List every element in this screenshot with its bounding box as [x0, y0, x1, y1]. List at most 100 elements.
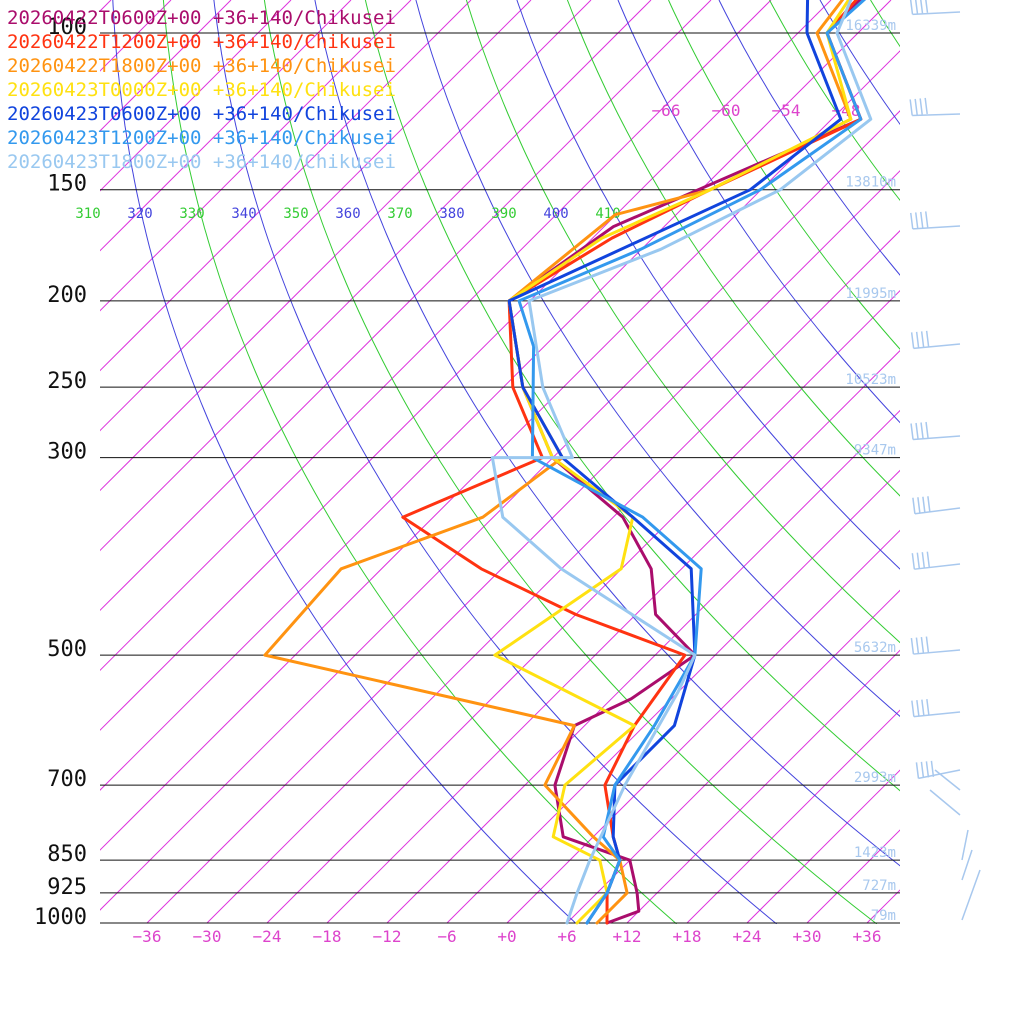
pressure-tick-label: 250 — [47, 369, 87, 394]
wind-barb — [909, 211, 961, 230]
isotherm-line — [987, 0, 1024, 923]
dry-adiabat-line — [263, 0, 878, 924]
height-label: 9347m — [854, 443, 896, 459]
theta-label: 390 — [491, 206, 516, 222]
theta-label: 350 — [283, 206, 308, 222]
theta-label: 370 — [387, 206, 412, 222]
height-label: 5632m — [854, 640, 896, 656]
dry-adiabat-line — [516, 0, 900, 570]
temperature-tick-label: −18 — [313, 927, 342, 946]
height-label: 79m — [871, 908, 896, 924]
isotherm-line — [100, 0, 892, 791]
dry-adiabat-line — [162, 0, 677, 924]
upper-isotherm-label: −54 — [772, 101, 801, 120]
legend-label-5: 20260423T0600Z+00 +36+140/Chikusei — [7, 103, 396, 125]
theta-label: 310 — [75, 206, 100, 222]
wind-barb — [934, 769, 961, 791]
pressure-tick-label: 300 — [47, 440, 87, 465]
background-grid — [100, 0, 1024, 924]
theta-label: 340 — [231, 206, 256, 222]
legend: 20260422T0600Z+00 +36+140/Chikusei202604… — [7, 7, 396, 173]
dry-adiabat-line — [213, 0, 778, 924]
dry-adiabat-line — [465, 0, 900, 644]
height-label: 10523m — [845, 372, 896, 388]
wind-barb — [961, 829, 969, 861]
isotherm-line — [100, 0, 532, 432]
theta-label: 410 — [595, 206, 620, 222]
wind-barb — [910, 421, 961, 441]
height-label: 13810m — [845, 175, 896, 191]
dry-adiabat-line — [769, 0, 900, 202]
series-line-1 — [507, 0, 863, 925]
series-group — [263, 0, 873, 925]
dry-adiabat-line — [921, 0, 1024, 924]
temperature-tick-label: +12 — [613, 927, 642, 946]
wind-barb — [909, 0, 961, 16]
legend-label-7: 20260423T1800Z+00 +36+140/Chikusei — [7, 151, 396, 173]
isotherm-line — [386, 409, 900, 924]
legend-label-1: 20260422T0600Z+00 +36+140/Chikusei — [7, 7, 396, 29]
legend-label-4: 20260423T0000Z+00 +36+140/Chikusei — [7, 79, 396, 101]
theta-label: 330 — [179, 206, 204, 222]
legend-label-6: 20260423T1200Z+00 +36+140/Chikusei — [7, 127, 396, 149]
isotherm-line — [806, 829, 900, 924]
wind-barb — [911, 551, 961, 570]
wind-barb — [911, 699, 961, 718]
isotherm-line — [100, 0, 472, 372]
temperature-tick-label: +36 — [853, 927, 882, 946]
legend-label-2: 20260422T1200Z+00 +36+140/Chikusei — [7, 31, 396, 53]
pressure-tick-label: 700 — [47, 767, 87, 792]
isotherm-line — [927, 0, 1024, 923]
temperature-tick-label: +0 — [497, 927, 516, 946]
isotherm-line — [100, 110, 900, 911]
temperature-tick-label: −24 — [253, 927, 282, 946]
dry-adiabat-line — [668, 0, 900, 350]
dry-adiabat-line — [617, 0, 900, 424]
pressure-tick-label: 500 — [47, 637, 87, 662]
isotherm-line — [100, 0, 652, 552]
temperature-tick-label: +6 — [557, 927, 576, 946]
height-label: 1423m — [854, 845, 896, 861]
wind-barb — [915, 760, 961, 780]
pressure-tick-label: 100 — [47, 15, 87, 40]
wind-barbs — [909, 0, 981, 921]
temperature-tick-label: +24 — [733, 927, 762, 946]
upper-isotherm-label: −60 — [712, 101, 741, 120]
isotherm-line — [266, 289, 900, 924]
isotherm-line — [686, 709, 900, 924]
temperature-tick-label: −30 — [193, 927, 222, 946]
wind-barb — [929, 789, 961, 816]
dry-adiabat-line — [566, 0, 900, 497]
isotherm-line — [626, 649, 900, 924]
temperature-tick-label: +30 — [793, 927, 822, 946]
isotherm-line — [566, 589, 900, 924]
isotherm-line — [100, 0, 712, 612]
isotherm-line — [146, 170, 900, 924]
height-label: 2993m — [854, 770, 896, 786]
wind-barb — [912, 496, 961, 515]
dry-adiabat-line — [415, 0, 900, 717]
isotherm-line — [100, 0, 592, 492]
height-label: 11995m — [845, 286, 896, 302]
dry-adiabat-line — [112, 0, 577, 924]
wind-barb — [961, 869, 981, 921]
wind-barb — [910, 330, 961, 350]
legend-label-3: 20260422T1800Z+00 +36+140/Chikusei — [7, 55, 396, 77]
height-label: 16339m — [845, 18, 896, 34]
temperature-tick-label: −6 — [437, 927, 456, 946]
isotherm-line — [326, 349, 900, 924]
isotherm-line — [446, 469, 900, 924]
series-line-7 — [490, 0, 873, 925]
upper-isotherm-label: −66 — [652, 101, 681, 120]
theta-label: 400 — [543, 206, 568, 222]
isotherm-line — [506, 529, 900, 924]
theta-label: 320 — [127, 206, 152, 222]
isotherm-line — [100, 0, 772, 671]
isotherm-line — [206, 230, 900, 924]
theta-label: 380 — [439, 206, 464, 222]
pressure-tick-label: 200 — [47, 283, 87, 308]
axes: 100 150 200 250 300 500 700 850 925 1000 −36 −30 −24… — [34, 15, 900, 946]
isotherm-line — [100, 0, 292, 192]
temperature-tick-label: −36 — [133, 927, 162, 946]
